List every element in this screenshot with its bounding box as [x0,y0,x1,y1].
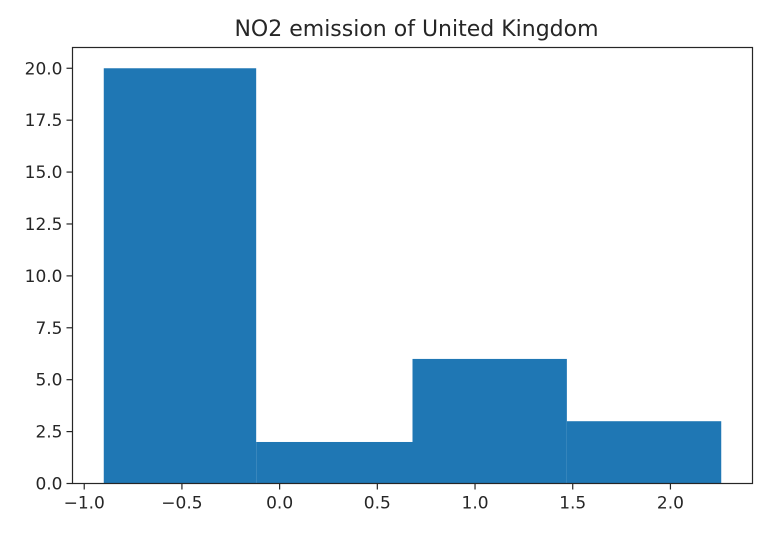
chart-title: NO2 emission of United Kingdom [234,17,598,42]
bars-group [103,68,722,484]
y-tick-label-6: 15.0 [25,163,63,183]
y-axis: 0.0 2.5 5.0 7.5 10.0 12.5 15.0 17.5 20.0 [25,59,73,495]
x-tick-label-0: −1.0 [64,494,105,514]
x-tick-label-4: 1.0 [462,494,489,514]
histogram-bar-3 [566,421,722,484]
y-tick-label-2: 5.0 [35,371,62,391]
y-tick-label-0: 0.0 [35,475,62,495]
y-tick-label-3: 7.5 [35,319,62,339]
y-tick-label-7: 17.5 [25,111,63,131]
x-tick-label-3: 0.5 [364,494,391,514]
x-tick-label-6: 2.0 [657,494,684,514]
histogram-bar-2 [412,358,567,484]
histogram-bar-1 [256,441,413,484]
y-tick-label-8: 20.0 [25,59,63,79]
x-tick-label-5: 1.5 [559,494,586,514]
y-tick-label-5: 12.5 [25,215,63,235]
y-tick-label-1: 2.5 [35,423,62,443]
x-tick-label-1: −0.5 [161,494,202,514]
x-tick-label-2: 0.0 [266,494,293,514]
x-axis: −1.0 −0.5 0.0 0.5 1.0 1.5 2.0 [64,483,684,514]
histogram-bar-0 [103,68,257,484]
plot-frame [71,46,754,485]
y-tick-label-4: 10.0 [25,267,63,287]
